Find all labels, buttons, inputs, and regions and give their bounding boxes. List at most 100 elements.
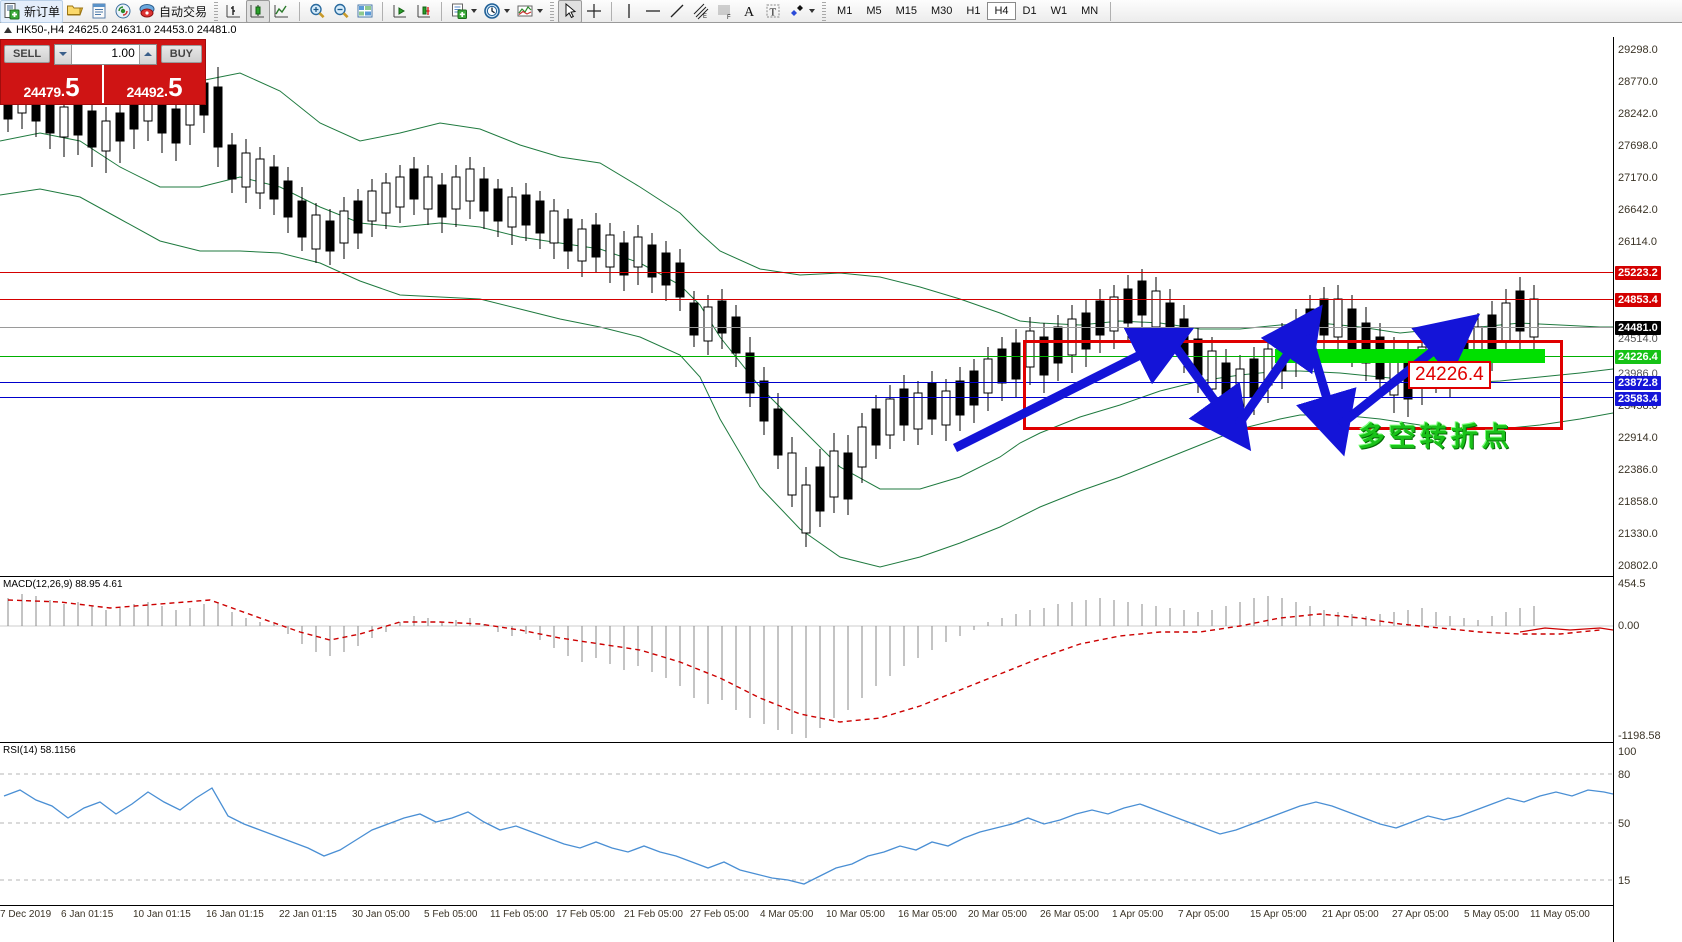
time-label-0: 7 Dec 2019	[0, 909, 52, 920]
timeframe-m5[interactable]: M5	[866, 5, 882, 17]
chevron-down-icon-3[interactable]	[537, 9, 544, 13]
terminal-button[interactable]	[353, 0, 377, 23]
price-tag-23872[interactable]: 23872.8	[1615, 376, 1661, 390]
fibo-button[interactable]: F	[713, 0, 737, 23]
crosshair-button[interactable]	[582, 0, 606, 23]
y-label-6: 26114.0	[1618, 236, 1657, 248]
level-line-24226[interactable]	[0, 356, 1613, 357]
sell-price[interactable]: 24479 . 5	[1, 65, 104, 103]
zoom-in-button[interactable]	[305, 0, 329, 23]
auto-scroll-button[interactable]	[412, 0, 436, 23]
price-tag-24226[interactable]: 24226.4	[1615, 350, 1661, 364]
volume-stepper[interactable]: 1.00	[54, 43, 157, 65]
text-icon: A	[740, 2, 758, 20]
buy-button[interactable]: BUY	[160, 45, 202, 63]
autotrading-button[interactable]: 自动交易	[135, 0, 210, 23]
level-line-23872[interactable]	[0, 382, 1613, 383]
timeframe-d1[interactable]: D1	[1022, 5, 1037, 17]
time-label-14: 20 Mar 05:00	[968, 909, 1027, 920]
time-label-17: 7 Apr 05:00	[1178, 909, 1230, 920]
one-click-trading-panel[interactable]: SELL 1.00 BUY 24479 . 5 24492 . 5	[0, 39, 206, 105]
templates-button[interactable]	[513, 0, 546, 23]
level-line-24853[interactable]	[0, 299, 1613, 300]
data-window-button[interactable]	[87, 0, 111, 23]
symbol-bar: HK50-,H4 24625.0 24631.0 24453.0 24481.0	[0, 23, 1682, 37]
chart-area[interactable]: 24226.4 多空转折点 24226.4 MACD(12,26,9) 88.9…	[0, 37, 1682, 942]
toolbar-grip-3[interactable]	[822, 1, 827, 21]
folder-icon	[66, 2, 84, 20]
svg-text:E: E	[703, 14, 707, 20]
zoom-out-button[interactable]	[329, 0, 353, 23]
buy-price[interactable]: 24492 . 5	[104, 65, 205, 103]
price-axis[interactable]: 29298.0 28770.0 28242.0 27698.0 27170.0 …	[1613, 37, 1682, 942]
equidistant-channel-button[interactable]: E	[689, 0, 713, 23]
chevron-down-icon[interactable]	[471, 9, 478, 13]
cursor-button[interactable]	[558, 0, 583, 23]
timeframe-mn[interactable]: MN	[1081, 5, 1099, 17]
zoom-out-icon	[332, 2, 350, 20]
fibo-icon: F	[716, 2, 734, 20]
volume-decrease-button[interactable]	[55, 44, 73, 64]
line-chart-icon	[273, 2, 291, 20]
horizontal-line-button[interactable]	[641, 0, 665, 23]
indicators-icon	[450, 2, 468, 20]
navigator-button[interactable]	[111, 0, 135, 23]
chevron-down-icon-2[interactable]	[504, 9, 511, 13]
y-label-9: 24514.0	[1618, 333, 1658, 345]
timeframe-w1[interactable]: W1	[1050, 5, 1068, 17]
toolbar-grip[interactable]	[214, 1, 219, 21]
vertical-line-button[interactable]	[617, 0, 641, 23]
toolbar-grip-2[interactable]	[550, 1, 555, 21]
timeframe-h1[interactable]: H1	[966, 5, 981, 17]
objects-button[interactable]	[785, 0, 818, 23]
timeframe-h4[interactable]: H4	[987, 2, 1016, 20]
shift-end-icon	[391, 2, 409, 20]
y-label-13: 22386.0	[1618, 464, 1658, 476]
price-tag-24481[interactable]: 24481.0	[1615, 321, 1661, 335]
trade-prices-row: 24479 . 5 24492 . 5	[1, 65, 205, 103]
new-order-label: 新订单	[24, 4, 61, 19]
price-tag-25223[interactable]: 25223.2	[1615, 266, 1661, 280]
text-button[interactable]: A	[737, 0, 761, 23]
macd-chart-svg	[0, 594, 1613, 738]
timeframe-m15[interactable]: M15	[895, 5, 917, 17]
level-line-25223[interactable]	[0, 272, 1613, 273]
toolbar-separator-2	[382, 1, 384, 21]
trendline-button[interactable]	[665, 0, 689, 23]
bar-chart-button[interactable]	[222, 0, 246, 23]
shift-end-button[interactable]	[388, 0, 412, 23]
line-chart-button[interactable]	[270, 0, 294, 23]
new-order-button[interactable]: 新订单	[0, 0, 64, 23]
indicators-button[interactable]	[447, 0, 480, 23]
sell-price-main: 24479	[23, 84, 61, 100]
text-label-button[interactable]: T	[761, 0, 785, 23]
time-label-1: 6 Jan 01:15	[61, 909, 114, 920]
candle-chart-button[interactable]	[246, 0, 271, 23]
price-tag-23583[interactable]: 23583.4	[1615, 392, 1661, 406]
time-label-13: 16 Mar 05:00	[898, 909, 957, 920]
rsi-pane[interactable]: RSI(14) 58.1156	[0, 744, 1613, 906]
time-label-11: 4 Mar 05:00	[760, 909, 814, 920]
sell-button[interactable]: SELL	[4, 45, 51, 63]
timeframe-m1[interactable]: M1	[837, 5, 853, 17]
rsi-y-label-1: 80	[1618, 769, 1631, 781]
time-label-15: 26 Mar 05:00	[1040, 909, 1099, 920]
rsi-label: RSI(14) 58.1156	[3, 745, 76, 756]
price-callout[interactable]: 24226.4	[1408, 361, 1491, 389]
volume-increase-button[interactable]	[138, 44, 156, 64]
time-label-21: 5 May 05:00	[1464, 909, 1520, 920]
time-label-8: 17 Feb 05:00	[556, 909, 615, 920]
price-tag-24853[interactable]: 24853.4	[1615, 293, 1661, 307]
chevron-down-icon-4[interactable]	[809, 9, 816, 13]
navigator-icon	[114, 2, 132, 20]
timeframe-m30[interactable]: M30	[931, 5, 953, 17]
volume-input[interactable]: 1.00	[111, 45, 135, 60]
time-label-12: 10 Mar 05:00	[826, 909, 885, 920]
level-line-23583[interactable]	[0, 397, 1613, 398]
macd-pane[interactable]: MACD(12,26,9) 88.95 4.61	[0, 578, 1613, 743]
folder-button[interactable]	[63, 0, 87, 23]
period-button[interactable]	[480, 0, 513, 23]
trendline-icon	[668, 2, 686, 20]
price-pane[interactable]: 24226.4 多空转折点	[0, 37, 1613, 577]
level-line-24481[interactable]	[0, 327, 1613, 328]
